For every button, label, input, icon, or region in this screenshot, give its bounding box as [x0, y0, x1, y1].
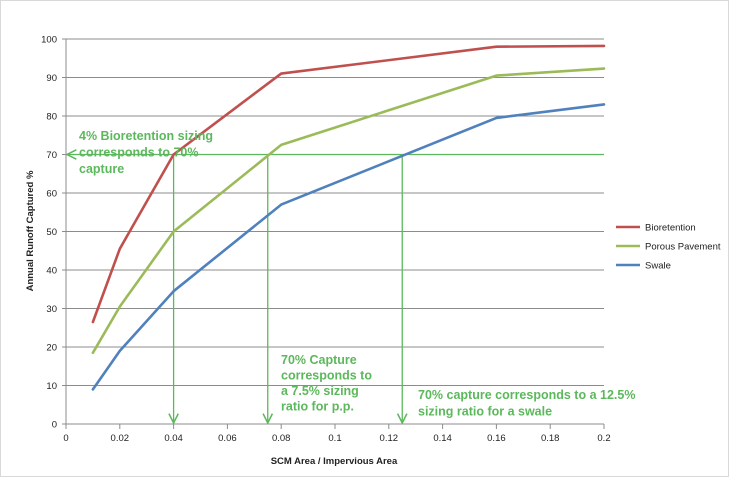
x-tick-label: 0.08	[272, 433, 291, 444]
annotation-line: corresponds to 70%	[79, 146, 198, 160]
series-line-swale	[91, 103, 606, 391]
series-line-porous-pavement	[91, 67, 606, 355]
annotation-line: corresponds to	[281, 369, 372, 383]
x-tick-label: 0.18	[541, 433, 560, 444]
y-tick-label: 0	[52, 420, 57, 431]
annotation-line: 70% capture corresponds to a 12.5%	[418, 388, 635, 402]
y-tick-label: 10	[46, 381, 57, 392]
y-tick-label: 90	[46, 73, 57, 84]
x-tick-label: 0.14	[433, 433, 452, 444]
gridlines	[66, 38, 604, 386]
y-tick-label: 20	[46, 343, 57, 354]
series-lines	[91, 44, 606, 391]
annotation-line: a 7.5% sizing	[281, 384, 359, 398]
tick-labels: 0 10 20 30 40 50 60 70 80 90 100 0 0.02 0.04 0.06 0.08 0…	[41, 35, 610, 445]
legend-label-porous-pavement: Porous Pavement	[645, 242, 721, 253]
annotation-line: 4% Bioretention sizing	[79, 129, 213, 143]
annotation-1: 4% Bioretention sizing corresponds to 70%…	[79, 129, 213, 176]
annotation-line: 70% Capture	[281, 353, 357, 367]
legend-label-bioretention: Bioretention	[645, 223, 696, 234]
legend-label-swale: Swale	[645, 261, 671, 272]
x-tick-label: 0.06	[218, 433, 237, 444]
y-tick-label: 30	[46, 304, 57, 315]
x-tick-label: 0	[63, 433, 68, 444]
annotation-line: capture	[79, 162, 124, 176]
series-line-bioretention	[91, 44, 606, 324]
y-tick-label: 60	[46, 189, 57, 200]
x-tick-label: 0.2	[597, 433, 610, 444]
axes	[62, 38, 605, 429]
y-tick-label: 40	[46, 266, 57, 277]
annotation-line: ratio for p.p.	[281, 400, 354, 414]
annotation-2: 70% Capture corresponds to a 7.5% sizing ra…	[281, 353, 372, 414]
x-tick-label: 0.02	[111, 433, 130, 444]
legend: Bioretention Porous Pavement Swale	[616, 223, 721, 272]
x-tick-label: 0.16	[487, 433, 506, 444]
annotations: 4% Bioretention sizing corresponds to 70%…	[79, 129, 635, 419]
reference-lines	[67, 155, 604, 424]
y-tick-label: 50	[46, 227, 57, 238]
y-axis-title: Annual Runoff Captured %	[25, 170, 36, 291]
annotation-3: 70% capture corresponds to a 12.5% sizing…	[418, 388, 635, 419]
annotation-line: sizing ratio for a swale	[418, 405, 552, 419]
y-tick-label: 80	[46, 112, 57, 123]
y-tick-label: 70	[46, 150, 57, 161]
x-tick-label: 0.12	[380, 433, 399, 444]
x-tick-label: 0.04	[164, 433, 183, 444]
y-tick-label: 100	[41, 35, 57, 46]
x-tick-label: 0.1	[328, 433, 341, 444]
x-axis-title: SCM Area / Impervious Area	[271, 456, 398, 467]
